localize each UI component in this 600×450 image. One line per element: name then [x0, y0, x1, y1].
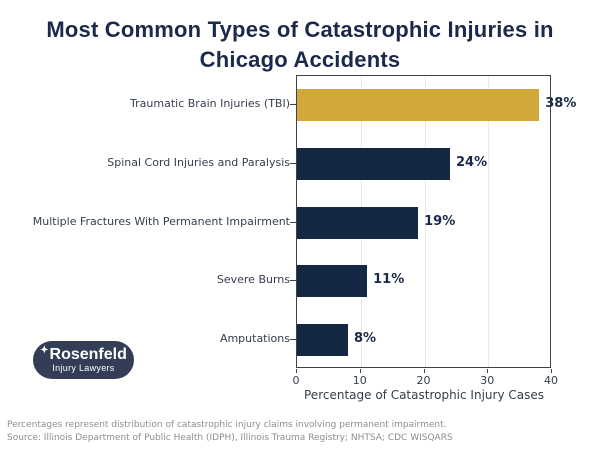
- x-tick-mark-20: [423, 369, 425, 373]
- bar-5: [297, 323, 348, 356]
- gridline-20: [424, 76, 426, 367]
- x-tick-label-40: 40: [544, 374, 558, 387]
- logo-name: ✦ Rosenfeld: [40, 345, 127, 363]
- rosenfeld-logo: ✦ Rosenfeld Injury Lawyers: [33, 341, 134, 379]
- footer-source: Source: Illinois Department of Public He…: [7, 433, 453, 443]
- x-tick-label-10: 10: [352, 374, 367, 387]
- chart-title-line2: Chicago Accidents: [199, 47, 401, 72]
- bar-2: [297, 147, 450, 180]
- value-label-2: 24%: [456, 154, 488, 170]
- x-tick-label-20: 20: [416, 374, 431, 387]
- value-label-3: 19%: [424, 213, 456, 229]
- logo-tagline: Injury Lawyers: [52, 363, 115, 373]
- value-label-1: 38%: [545, 96, 577, 112]
- x-tick-label-0: 0: [292, 374, 300, 387]
- x-tick-mark-30: [487, 369, 489, 373]
- plot-area: [296, 75, 551, 368]
- y-tick-5: [290, 338, 296, 340]
- category-label-5: Amputations: [219, 331, 290, 345]
- bar-3: [297, 206, 419, 239]
- category-label-1: Traumatic Brain Injuries (TBI): [130, 97, 290, 111]
- x-tick-mark-40: [551, 369, 552, 373]
- star-icon: ✦: [40, 345, 49, 356]
- value-label-4: 11%: [373, 272, 405, 288]
- value-label-5: 8%: [354, 330, 377, 346]
- category-label-2: Spinal Cord Injuries and Paralysis: [107, 155, 290, 169]
- bar-4: [297, 265, 368, 298]
- y-tick-2: [290, 162, 296, 164]
- chart-title-line1: Most Common Types of Catastrophic Injuri…: [46, 17, 554, 42]
- x-axis-title: Percentage of Catastrophic Injury Cases: [304, 388, 544, 402]
- y-tick-4: [290, 280, 296, 282]
- y-tick-3: [290, 221, 296, 223]
- bar-1: [297, 89, 540, 122]
- footer-note: Percentages represent distribution of ca…: [7, 420, 447, 430]
- y-tick-1: [290, 104, 296, 106]
- gridline-30: [488, 76, 490, 367]
- chart-title: Most Common Types of Catastrophic Injuri…: [10, 15, 590, 75]
- category-label-3: Multiple Fractures With Permanent Impair…: [32, 214, 290, 228]
- x-tick-mark-0: [296, 369, 297, 373]
- logo-name-text: Rosenfeld: [49, 346, 127, 363]
- x-tick-label-30: 30: [480, 374, 495, 387]
- category-label-4: Severe Burns: [216, 273, 290, 287]
- x-tick-mark-10: [359, 369, 361, 373]
